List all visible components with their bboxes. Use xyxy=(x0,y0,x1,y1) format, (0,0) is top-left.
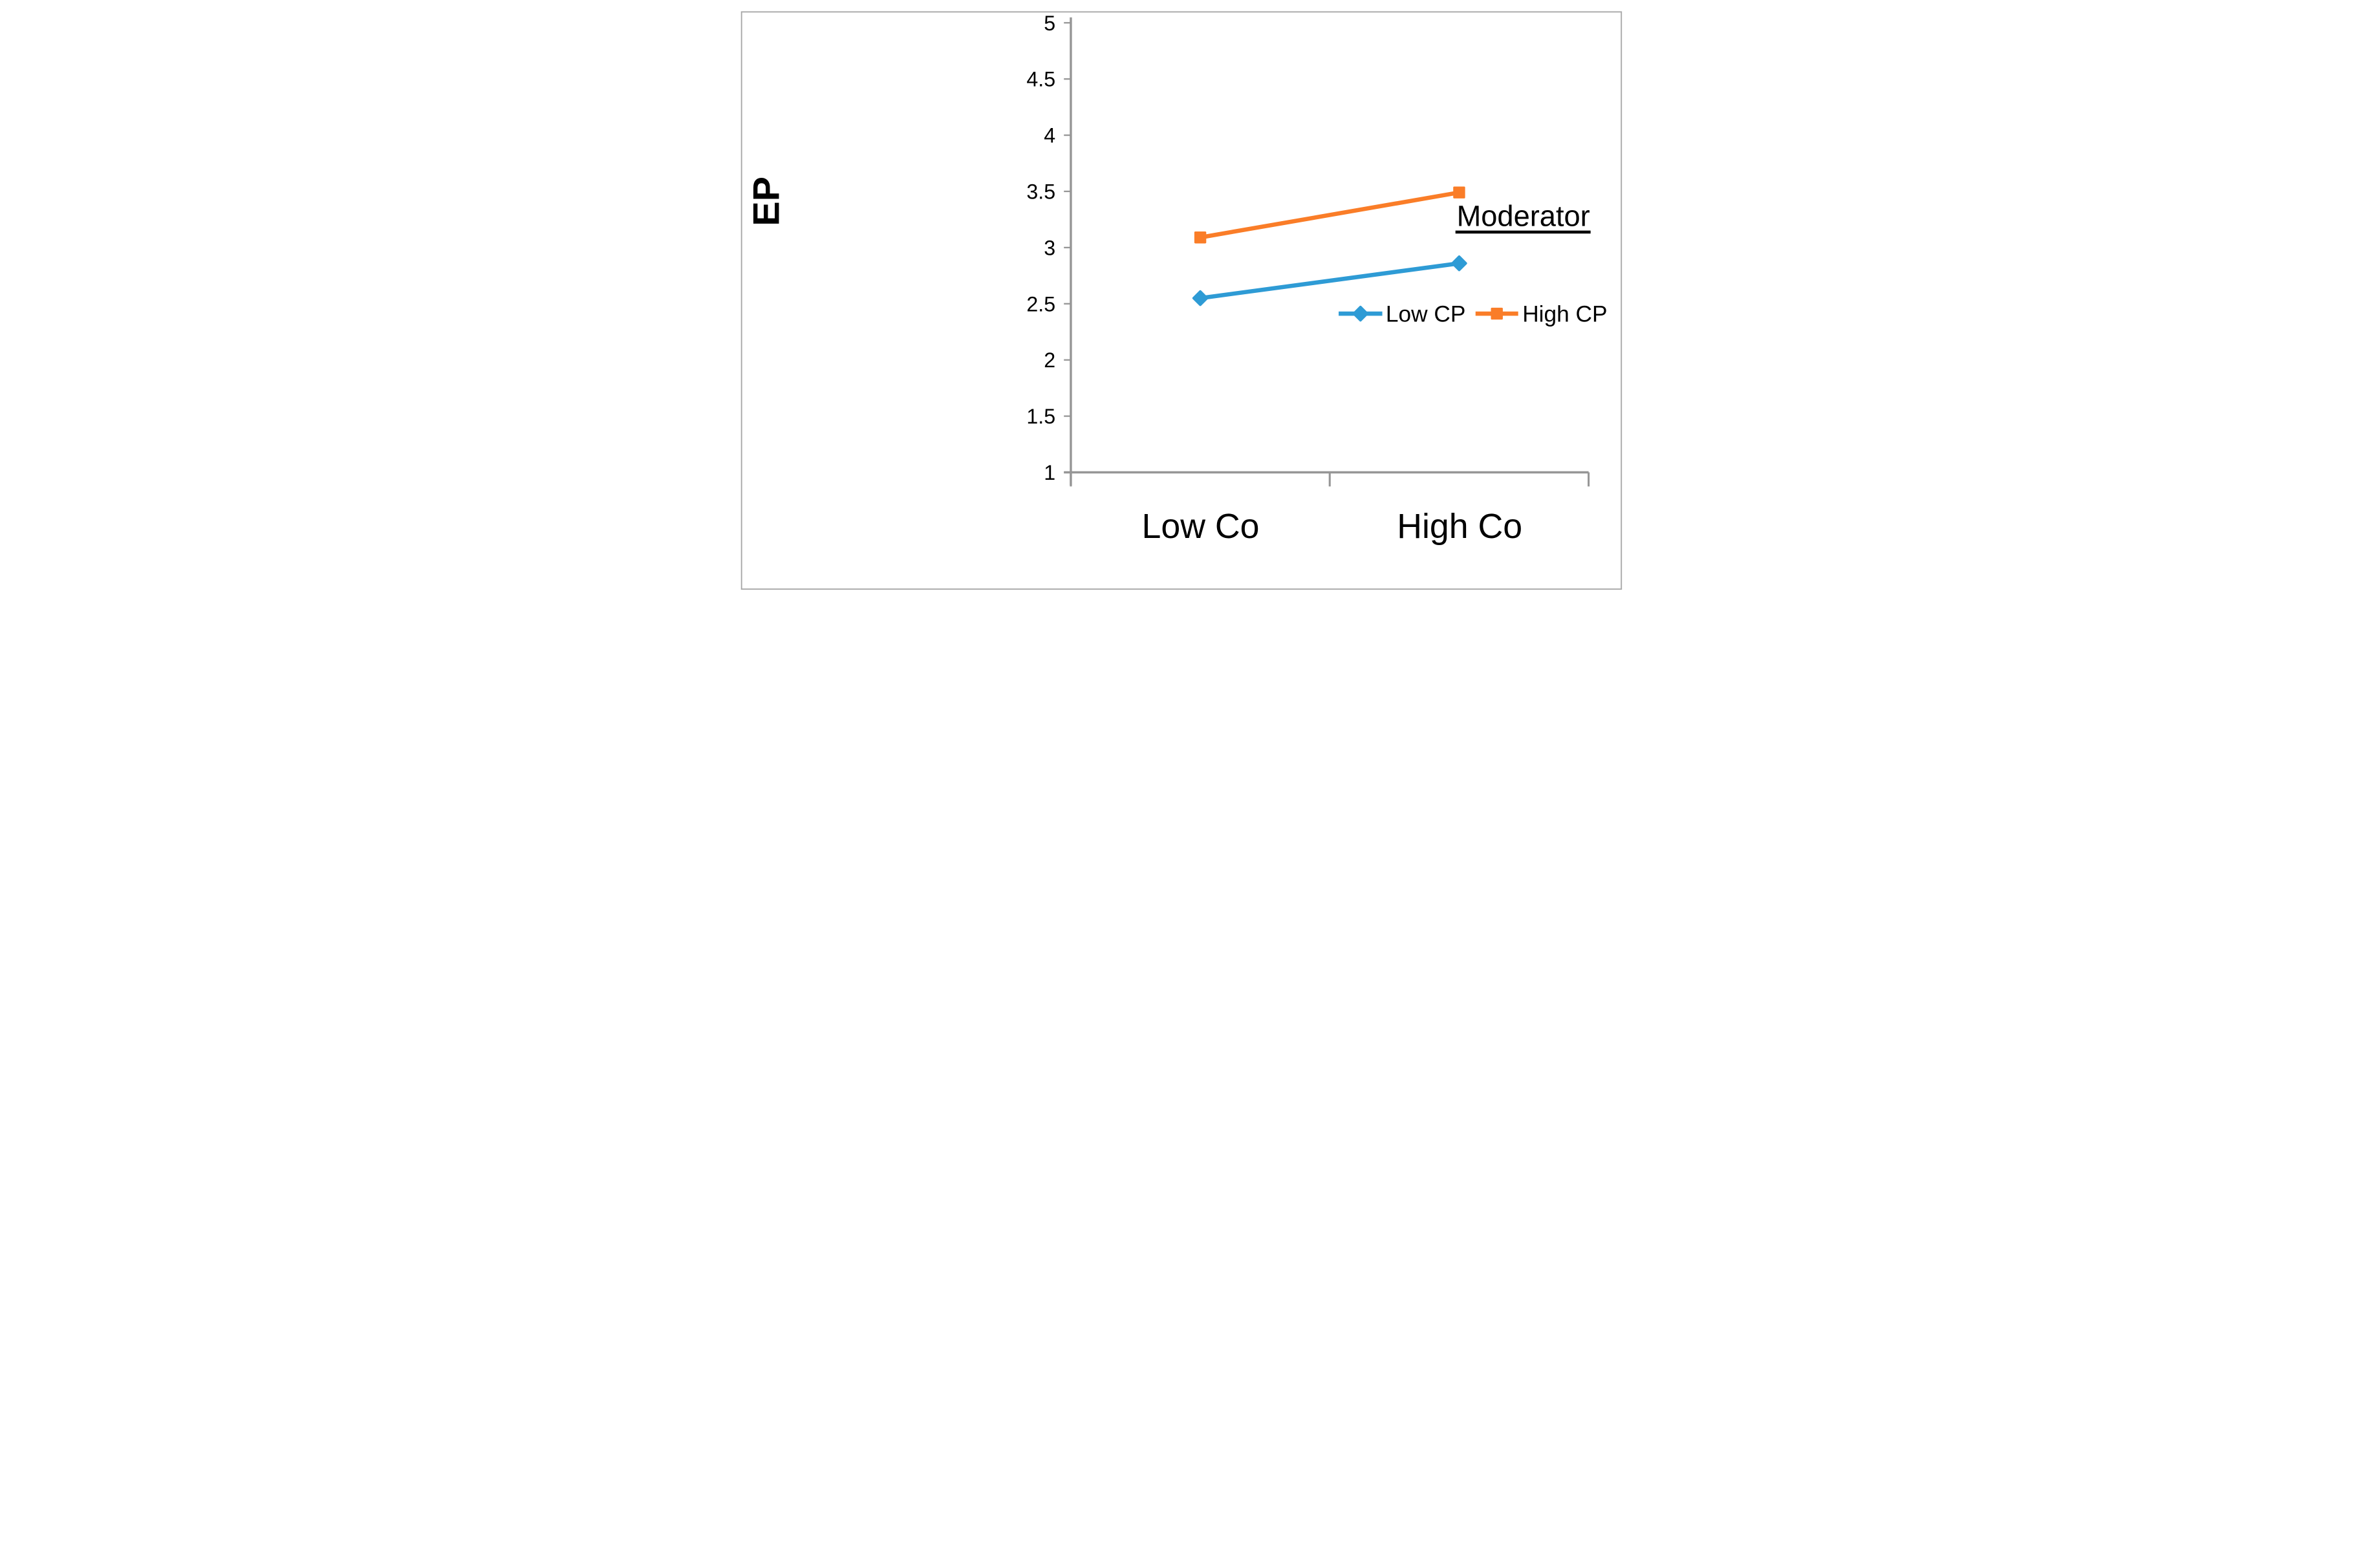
y-axis-title: EP xyxy=(746,177,787,226)
y-tick-label: 4 xyxy=(1044,124,1055,147)
y-tick-label: 2 xyxy=(1044,349,1055,372)
y-tick-label: 4.5 xyxy=(1026,68,1055,91)
x-category-label-high-co: High Co xyxy=(1397,507,1522,546)
chart-container: EP 1 1.5 2 2.5 3 3.5 4 4.5 5 Low Co High Co Mode… xyxy=(728,0,1633,601)
interaction-line-chart: EP 1 1.5 2 2.5 3 3.5 4 4.5 5 Low Co High Co Mode… xyxy=(728,0,1633,601)
y-tick-label: 1 xyxy=(1044,461,1055,484)
legend-marker-low-cp xyxy=(1338,305,1383,322)
legend-title-underline xyxy=(1455,230,1591,234)
y-tick-label: 3.5 xyxy=(1026,180,1055,203)
x-category-label-low-co: Low Co xyxy=(1141,507,1259,546)
series-low-cp xyxy=(1192,255,1467,306)
marker-square xyxy=(1194,231,1206,244)
x-axis xyxy=(1063,471,1590,487)
marker-diamond xyxy=(1450,255,1467,272)
y-axis: 1 1.5 2 2.5 3 3.5 4 4.5 5 xyxy=(1026,12,1072,486)
marker-square xyxy=(1491,307,1503,320)
legend-title: Moderator xyxy=(1456,200,1590,233)
series-line xyxy=(1200,261,1460,301)
legend-label-low-cp: Low CP xyxy=(1385,301,1465,327)
legend-marker-high-cp xyxy=(1475,307,1518,320)
marker-diamond xyxy=(1192,290,1208,306)
y-tick-label: 2.5 xyxy=(1026,292,1055,316)
legend: Low CP High CP xyxy=(1338,301,1607,327)
legend-label-high-cp: High CP xyxy=(1522,301,1607,327)
y-tick-label: 1.5 xyxy=(1026,405,1055,428)
chart-border xyxy=(740,11,1622,590)
series-line xyxy=(1200,190,1460,240)
marker-diamond xyxy=(1352,305,1368,322)
marker-square xyxy=(1452,186,1465,199)
series-high-cp xyxy=(1194,186,1465,244)
y-tick-label: 3 xyxy=(1044,236,1055,259)
y-tick-label: 5 xyxy=(1044,12,1055,35)
series-lines xyxy=(1192,186,1467,306)
